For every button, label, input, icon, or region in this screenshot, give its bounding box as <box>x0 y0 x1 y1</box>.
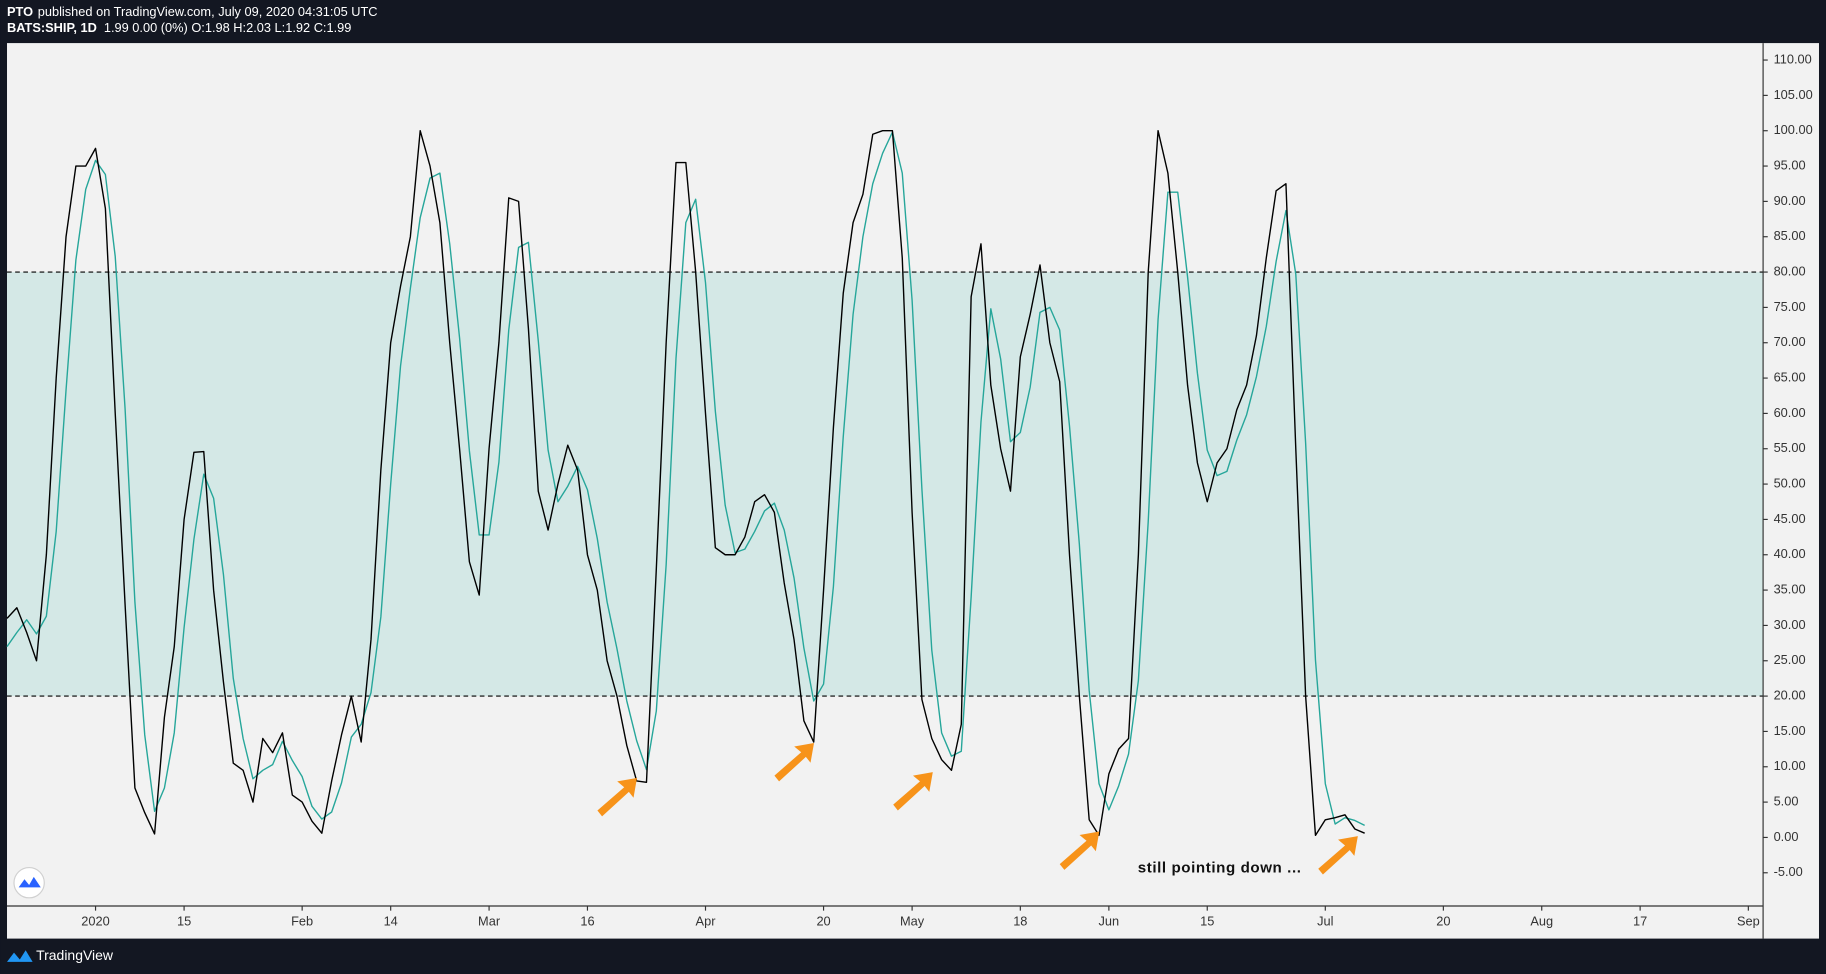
x-tick-label: 20 <box>1436 914 1450 929</box>
y-tick-label: 20.00 <box>1774 687 1806 702</box>
y-tick-label: 15.00 <box>1774 723 1806 738</box>
x-tick-label: 15 <box>177 914 191 929</box>
series-line <box>6 130 1365 837</box>
published-info: published on TradingView.com, July 09, 2… <box>38 4 378 19</box>
y-tick-label: 90.00 <box>1774 193 1806 208</box>
y-tick-label: 45.00 <box>1774 511 1806 526</box>
y-tick-label: 55.00 <box>1774 440 1806 455</box>
y-tick-label: 100.00 <box>1774 122 1813 137</box>
x-tick-label: Jul <box>1317 914 1333 929</box>
x-tick-label: Mar <box>478 914 501 929</box>
y-tick-label: 85.00 <box>1774 228 1806 243</box>
footer-logo <box>7 950 33 962</box>
y-tick-label: 50.00 <box>1774 475 1806 490</box>
y-tick-label: 10.00 <box>1774 758 1806 773</box>
symbol: BATS:SHIP, 1D <box>7 20 97 35</box>
logo-mark <box>18 876 41 888</box>
x-tick-label: 14 <box>384 914 398 929</box>
x-tick-label: Sep <box>1737 914 1760 929</box>
x-tick-label: 17 <box>1633 914 1647 929</box>
x-tick-label: 18 <box>1013 914 1027 929</box>
x-tick-label: Jun <box>1099 914 1120 929</box>
x-tick-label: 15 <box>1200 914 1214 929</box>
y-tick-label: 25.00 <box>1774 652 1806 667</box>
x-tick-label: 20 <box>816 914 830 929</box>
x-tick-label: 2020 <box>81 914 109 929</box>
y-tick-label: 75.00 <box>1774 299 1806 314</box>
x-tick-label: 16 <box>580 914 594 929</box>
watermark-logo <box>13 866 45 899</box>
y-tick-label: 60.00 <box>1774 405 1806 420</box>
x-tick-label: Aug <box>1530 914 1553 929</box>
x-tick-label: Feb <box>291 914 313 929</box>
y-tick-label: 0.00 <box>1774 829 1799 844</box>
y-tick-label: 30.00 <box>1774 617 1806 632</box>
x-tick-label: May <box>900 914 925 929</box>
y-tick-label: 110.00 <box>1774 51 1812 66</box>
y-tick-label: 70.00 <box>1774 334 1806 349</box>
quote: 1.99 0.00 (0%) O:1.98 H:2.03 L:1.92 C:1.… <box>104 20 352 35</box>
y-tick-label: 95.00 <box>1774 157 1806 172</box>
annotation: still pointing down ... <box>1138 860 1302 877</box>
y-tick-label: 105.00 <box>1774 87 1813 102</box>
author: PTO <box>7 4 33 19</box>
y-tick-label: 65.00 <box>1774 369 1806 384</box>
y-tick-label: 5.00 <box>1774 793 1799 808</box>
band-fill <box>7 272 1764 697</box>
y-tick-label: -5.00 <box>1774 864 1803 879</box>
series-line <box>6 131 1365 827</box>
logo-circle <box>13 866 45 899</box>
y-tick-label: 80.00 <box>1774 263 1806 278</box>
header-line-2: BATS:SHIP, 1D 1.99 0.00 (0%) O:1.98 H:2.0… <box>7 20 351 35</box>
x-tick-label: Apr <box>696 914 717 929</box>
y-tick-label: 40.00 <box>1774 546 1806 561</box>
y-tick-label: 35.00 <box>1774 581 1806 596</box>
footer-brand: TradingView <box>36 947 114 963</box>
plot-area <box>6 130 1764 837</box>
header-line-1: PTO published on TradingView.com, July 09… <box>7 4 378 19</box>
